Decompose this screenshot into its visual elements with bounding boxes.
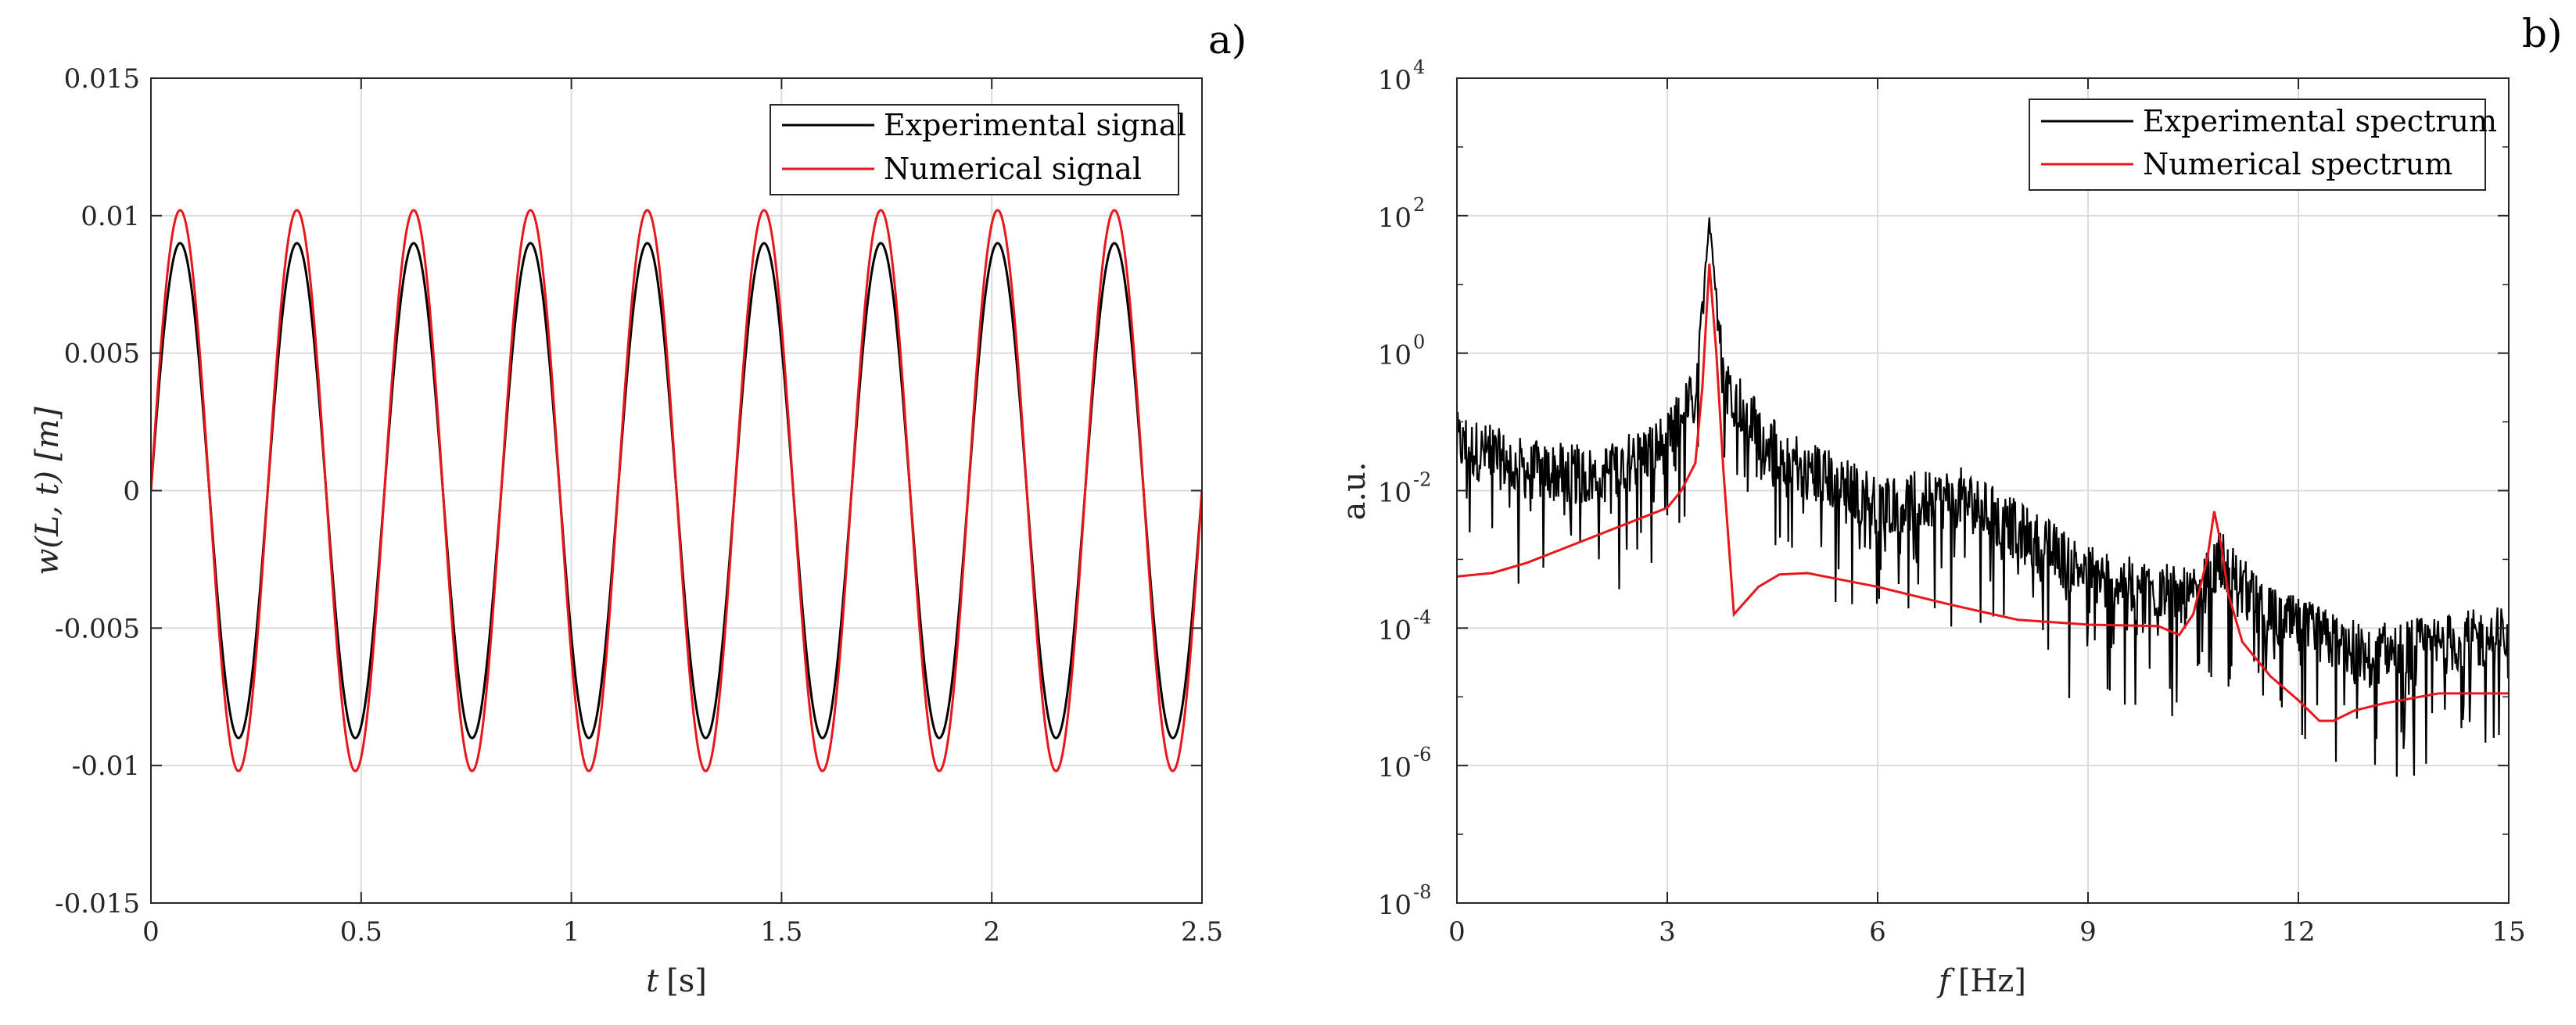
chart-a-ticks: 0 0.5 1 1.5 2 2.5 -0.015 -0.01 -0.005 0 0.005 0.01 0… bbox=[55, 63, 1223, 948]
chart-a-series-numerical bbox=[151, 209, 1202, 772]
chart-a-ytick-label: -0.015 bbox=[55, 888, 140, 919]
legend-a-numerical: Numerical signal bbox=[884, 152, 1142, 186]
chart-b-ytick-label: 10 bbox=[1378, 340, 1412, 371]
chart-b-xlabel-unit: [Hz] bbox=[1958, 963, 2026, 999]
chart-b-plot-area bbox=[1457, 217, 2509, 777]
chart-a-ytick-label: 0.01 bbox=[81, 201, 140, 232]
chart-a-xtick-label: 0 bbox=[142, 916, 160, 948]
chart-b-ytick-label: 10 bbox=[1378, 752, 1412, 783]
chart-a-xlabel-var: t bbox=[646, 963, 659, 999]
chart-b-ylabel: a.u. bbox=[1336, 461, 1372, 520]
chart-b-ytick-label: 10 bbox=[1378, 615, 1412, 646]
chart-a-plot-area bbox=[151, 209, 1202, 772]
chart-b-ytick-exponent: 4 bbox=[1413, 56, 1425, 78]
chart-b-legend: Experimental spectrum Numerical spectrum bbox=[2029, 99, 2497, 191]
chart-a-xlabel: t [s] bbox=[646, 963, 707, 999]
chart-time-signal: 0 0.5 1 1.5 2 2.5 -0.015 -0.01 -0.005 0 0.005 0.01 0… bbox=[30, 17, 1247, 999]
chart-a-xtick-label: 2 bbox=[983, 916, 1000, 948]
chart-a-legend: Experimental signal Numerical signal bbox=[770, 104, 1186, 195]
chart-b-xtick-label: 12 bbox=[2281, 916, 2315, 948]
chart-b-xlabel: f [Hz] bbox=[1936, 963, 2026, 999]
chart-a-ylabel: w(L, t) [m] bbox=[30, 407, 66, 575]
legend-b-numerical: Numerical spectrum bbox=[2143, 147, 2452, 181]
chart-b-ytick-label: 10 bbox=[1378, 890, 1412, 921]
chart-a-panel-label: a) bbox=[1208, 17, 1247, 63]
chart-b-ytick-exponent: 2 bbox=[1413, 194, 1425, 216]
legend-a-experimental: Experimental signal bbox=[884, 108, 1186, 142]
chart-b-series-numerical bbox=[1457, 263, 2509, 722]
chart-b-ytick-label: 10 bbox=[1378, 478, 1412, 509]
chart-b-xtick-label: 6 bbox=[1869, 916, 1886, 948]
chart-a-ytick-label: 0.005 bbox=[64, 339, 140, 370]
chart-b-ytick-exponent: -2 bbox=[1413, 469, 1431, 491]
chart-b-ytick-exponent: -6 bbox=[1413, 744, 1431, 765]
chart-b-ytick-exponent: -4 bbox=[1413, 606, 1431, 628]
chart-b-xtick-label: 9 bbox=[2079, 916, 2097, 948]
chart-b-ytick-label: 10 bbox=[1378, 202, 1412, 234]
chart-a-xtick-label: 0.5 bbox=[340, 916, 382, 948]
chart-b-ytick-exponent: -8 bbox=[1413, 881, 1431, 903]
chart-a-ytick-label: -0.01 bbox=[72, 751, 140, 782]
chart-b-ytick-exponent: 0 bbox=[1413, 332, 1425, 353]
chart-b-xtick-label: 15 bbox=[2492, 916, 2525, 948]
chart-b-xtick-label: 3 bbox=[1659, 916, 1676, 948]
chart-a-xtick-label: 2.5 bbox=[1181, 916, 1223, 948]
chart-a-ytick-label: 0 bbox=[123, 476, 140, 507]
chart-b-panel-label: b) bbox=[2522, 11, 2563, 56]
chart-b-xtick-label: 0 bbox=[1448, 916, 1466, 948]
chart-a-xtick-label: 1 bbox=[563, 916, 580, 948]
legend-b-experimental: Experimental spectrum bbox=[2143, 104, 2497, 138]
chart-a-ytick-label: 0.015 bbox=[64, 63, 140, 95]
chart-a-ytick-label: -0.005 bbox=[55, 613, 140, 644]
chart-b-series-experimental bbox=[1457, 217, 2509, 777]
chart-a-xlabel-unit: [s] bbox=[666, 963, 707, 999]
chart-a-xtick-label: 1.5 bbox=[760, 916, 802, 948]
chart-b-ytick-label: 10 bbox=[1378, 65, 1412, 96]
